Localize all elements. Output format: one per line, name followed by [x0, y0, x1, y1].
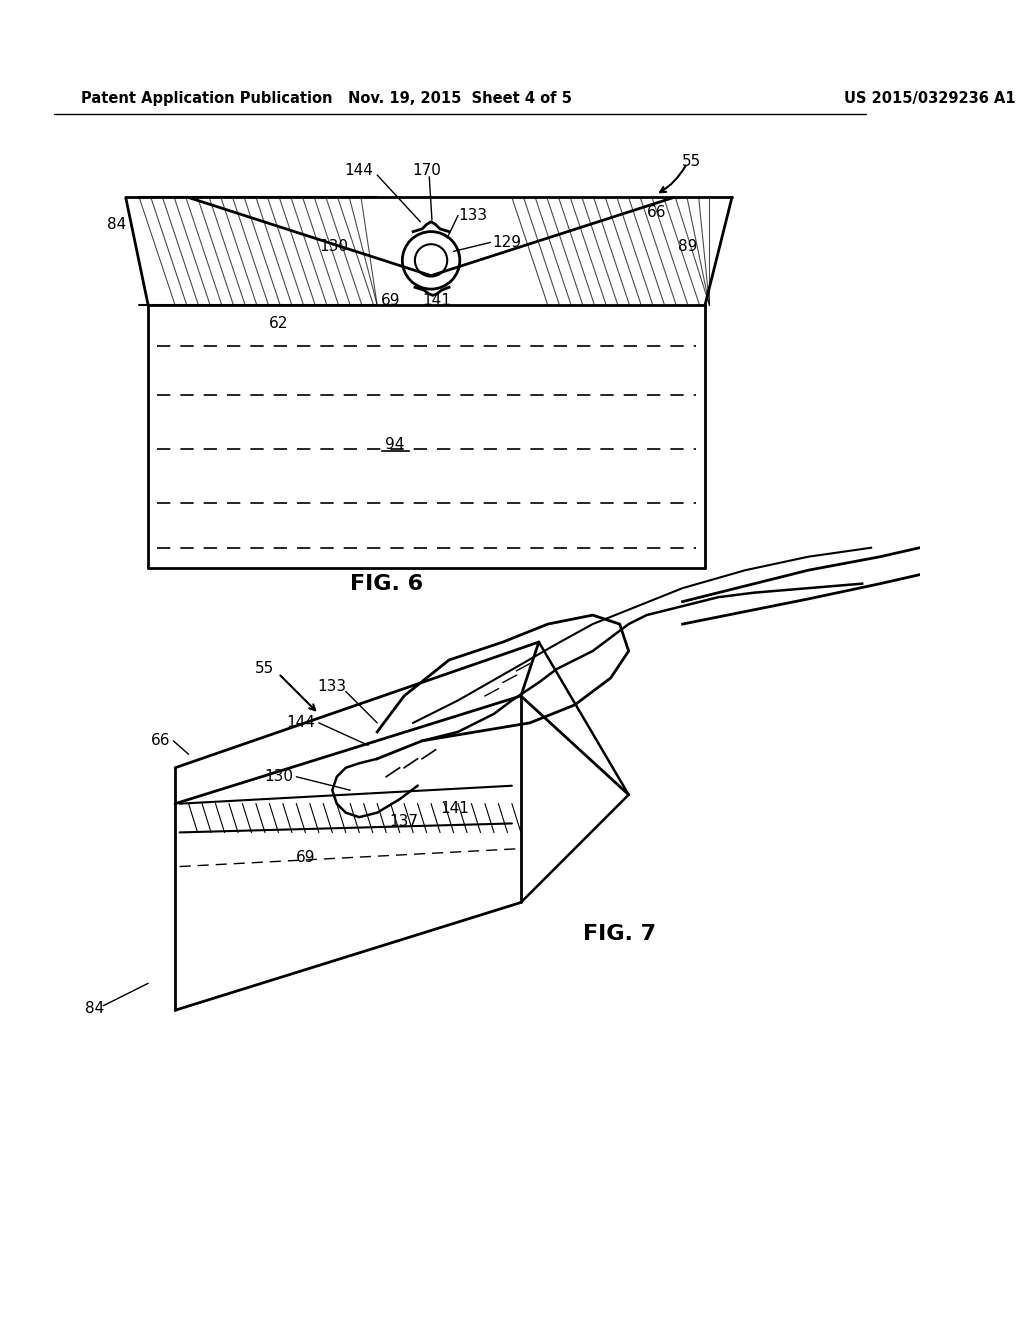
Text: US 2015/0329236 A1: US 2015/0329236 A1	[844, 91, 1016, 106]
Text: 130: 130	[319, 239, 348, 255]
Text: 55: 55	[682, 154, 701, 169]
Text: 170: 170	[412, 164, 441, 178]
Text: 84: 84	[108, 216, 126, 232]
Text: 144: 144	[287, 715, 315, 730]
Text: 66: 66	[646, 206, 666, 220]
Text: 62: 62	[268, 315, 288, 331]
Text: 66: 66	[152, 734, 171, 748]
Text: 94: 94	[385, 437, 404, 451]
Text: 133: 133	[317, 680, 347, 694]
Text: 141: 141	[422, 293, 451, 309]
Text: Patent Application Publication: Patent Application Publication	[81, 91, 333, 106]
Text: FIG. 7: FIG. 7	[583, 924, 656, 944]
Text: FIG. 6: FIG. 6	[349, 574, 423, 594]
Text: Nov. 19, 2015  Sheet 4 of 5: Nov. 19, 2015 Sheet 4 of 5	[348, 91, 571, 106]
Text: 129: 129	[493, 235, 521, 249]
Text: 130: 130	[264, 770, 293, 784]
Text: 137: 137	[389, 814, 419, 829]
Text: 84: 84	[85, 1001, 103, 1016]
Text: 69: 69	[381, 293, 400, 309]
Text: 89: 89	[678, 239, 697, 255]
Text: 69: 69	[296, 850, 315, 865]
Text: 55: 55	[255, 661, 274, 676]
Text: 144: 144	[345, 164, 374, 178]
Text: 133: 133	[458, 209, 487, 223]
Text: 141: 141	[440, 801, 469, 816]
